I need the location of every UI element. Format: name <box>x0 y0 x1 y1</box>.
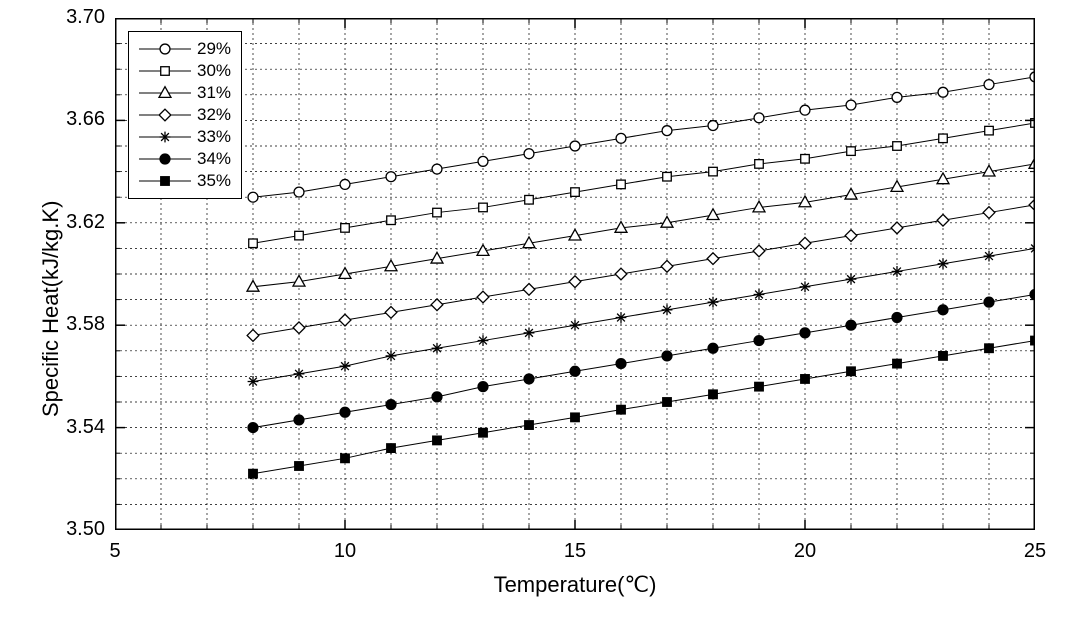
x-tick-label: 15 <box>555 540 595 563</box>
legend-item: 35% <box>139 170 231 192</box>
legend-label: 31% <box>197 83 231 103</box>
legend-item: 31% <box>139 82 231 104</box>
legend-marker-icon <box>139 172 191 190</box>
legend-item: 32% <box>139 104 231 126</box>
legend: 29% 30% 31% 32% <box>128 31 242 199</box>
legend-label: 33% <box>197 127 231 147</box>
legend-marker-icon <box>139 106 191 124</box>
legend-item: 33% <box>139 126 231 148</box>
legend-label: 34% <box>197 149 231 169</box>
legend-marker-icon <box>139 150 191 168</box>
legend-label: 29% <box>197 39 231 59</box>
y-tick-label: 3.62 <box>66 211 105 234</box>
y-axis-label: Specific Heat(kJ/kg.K) <box>38 201 64 417</box>
plot-area <box>115 18 1035 530</box>
y-tick-label: 3.54 <box>66 416 105 439</box>
chart-container: Specific Heat(kJ/kg.K) Temperature(℃) 5 1… <box>0 0 1080 630</box>
x-tick-label: 20 <box>785 540 825 563</box>
x-tick-label: 10 <box>325 540 365 563</box>
y-tick-label: 3.66 <box>66 108 105 131</box>
legend-label: 35% <box>197 171 231 191</box>
y-tick-label: 3.58 <box>66 313 105 336</box>
legend-item: 30% <box>139 60 231 82</box>
legend-marker-icon <box>139 128 191 146</box>
legend-marker-icon <box>139 84 191 102</box>
y-tick-label: 3.70 <box>66 6 105 29</box>
legend-item: 34% <box>139 148 231 170</box>
legend-item: 29% <box>139 38 231 60</box>
legend-label: 30% <box>197 61 231 81</box>
x-tick-label: 5 <box>95 540 135 563</box>
legend-marker-icon <box>139 40 191 58</box>
x-tick-label: 25 <box>1015 540 1055 563</box>
legend-label: 32% <box>197 105 231 125</box>
y-tick-label: 3.50 <box>66 518 105 541</box>
legend-marker-icon <box>139 62 191 80</box>
x-axis-label: Temperature(℃) <box>115 572 1035 598</box>
